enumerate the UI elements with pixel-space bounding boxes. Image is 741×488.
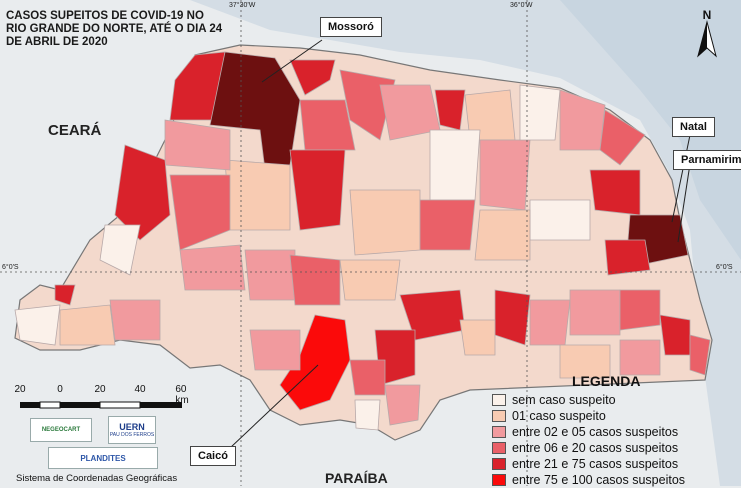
- legend-swatch: [492, 458, 506, 470]
- uern-logo-subtext: PAU DOS FERROS: [109, 432, 155, 438]
- scale-bar-graphic: [20, 401, 182, 409]
- legend-label: entre 75 e 100 casos suspeitos: [512, 473, 686, 487]
- legend-item: sem caso suspeito: [492, 392, 685, 408]
- coord-label: 6°0'S: [2, 264, 19, 271]
- sea-area-light: [560, 0, 741, 260]
- coord-label: 6°0'S: [716, 264, 733, 271]
- mossoro-callout: Mossoró: [320, 17, 382, 37]
- legend-label: sem caso suspeito: [512, 393, 616, 407]
- municipality-polygons: [14, 51, 711, 431]
- scale-label: 20: [14, 384, 26, 395]
- uern-logo-text: UERN: [119, 422, 145, 432]
- scale-label: 40: [134, 384, 146, 395]
- north-arrow-icon: N: [697, 8, 717, 58]
- legend-label: entre 21 e 75 casos suspeitos: [512, 457, 679, 471]
- state-label-ceara: CEARÁ: [48, 122, 102, 139]
- scale-label: 60 km: [175, 384, 189, 406]
- legend-label: 01 caso suspeito: [512, 409, 606, 423]
- north-label: N: [703, 8, 712, 22]
- state-label-paraiba: PARAÍBA: [325, 470, 388, 486]
- uern-logo: UERN PAU DOS FERROS: [108, 416, 156, 444]
- coord-label: 37°30'W: [229, 2, 256, 9]
- scale-label: 20: [94, 384, 106, 395]
- legend: sem caso suspeito 01 caso suspeito entre…: [492, 392, 685, 488]
- natal-callout: Natal: [672, 117, 715, 137]
- legend-swatch: [492, 442, 506, 454]
- natal-leader: [671, 134, 691, 223]
- legend-swatch: [492, 426, 506, 438]
- negeocart-logo-text: NEGEOCART: [41, 427, 81, 433]
- parnamirim-leader: [677, 163, 691, 243]
- plandites-logo: PLANDITES: [48, 447, 158, 469]
- scale-label: 0: [57, 384, 63, 395]
- parnamirim-callout: Parnamirim: [673, 150, 741, 170]
- legend-swatch: [492, 394, 506, 406]
- caico-callout: Caicó: [190, 446, 236, 466]
- legend-swatch: [492, 474, 506, 486]
- caico-leader: [229, 364, 319, 449]
- coordinate-system-label: Sistema de Coordenadas Geográficas: [16, 473, 178, 484]
- legend-item: entre 21 e 75 casos suspeitos: [492, 456, 685, 472]
- plandites-logo-text: PLANDITES: [80, 453, 126, 463]
- legend-item: 01 caso suspeito: [492, 408, 685, 424]
- legend-swatch: [492, 410, 506, 422]
- map-title: CASOS SUPEITOS DE COVID-19 NO RIO GRANDE…: [6, 10, 223, 48]
- legend-label: entre 06 e 20 casos suspeitos: [512, 441, 679, 455]
- negeocart-logo: NEGEOCART: [30, 418, 92, 442]
- legend-item: entre 02 e 05 casos suspeitos: [492, 424, 685, 440]
- legend-item: entre 06 e 20 casos suspeitos: [492, 440, 685, 456]
- coord-label: 36°0'W: [510, 2, 533, 9]
- mossoro-leader: [261, 39, 323, 83]
- legend-label: entre 02 e 05 casos suspeitos: [512, 425, 679, 439]
- scale-bar: 20 0 20 40 60 km: [14, 384, 189, 414]
- legend-title: LEGENDA: [572, 373, 641, 389]
